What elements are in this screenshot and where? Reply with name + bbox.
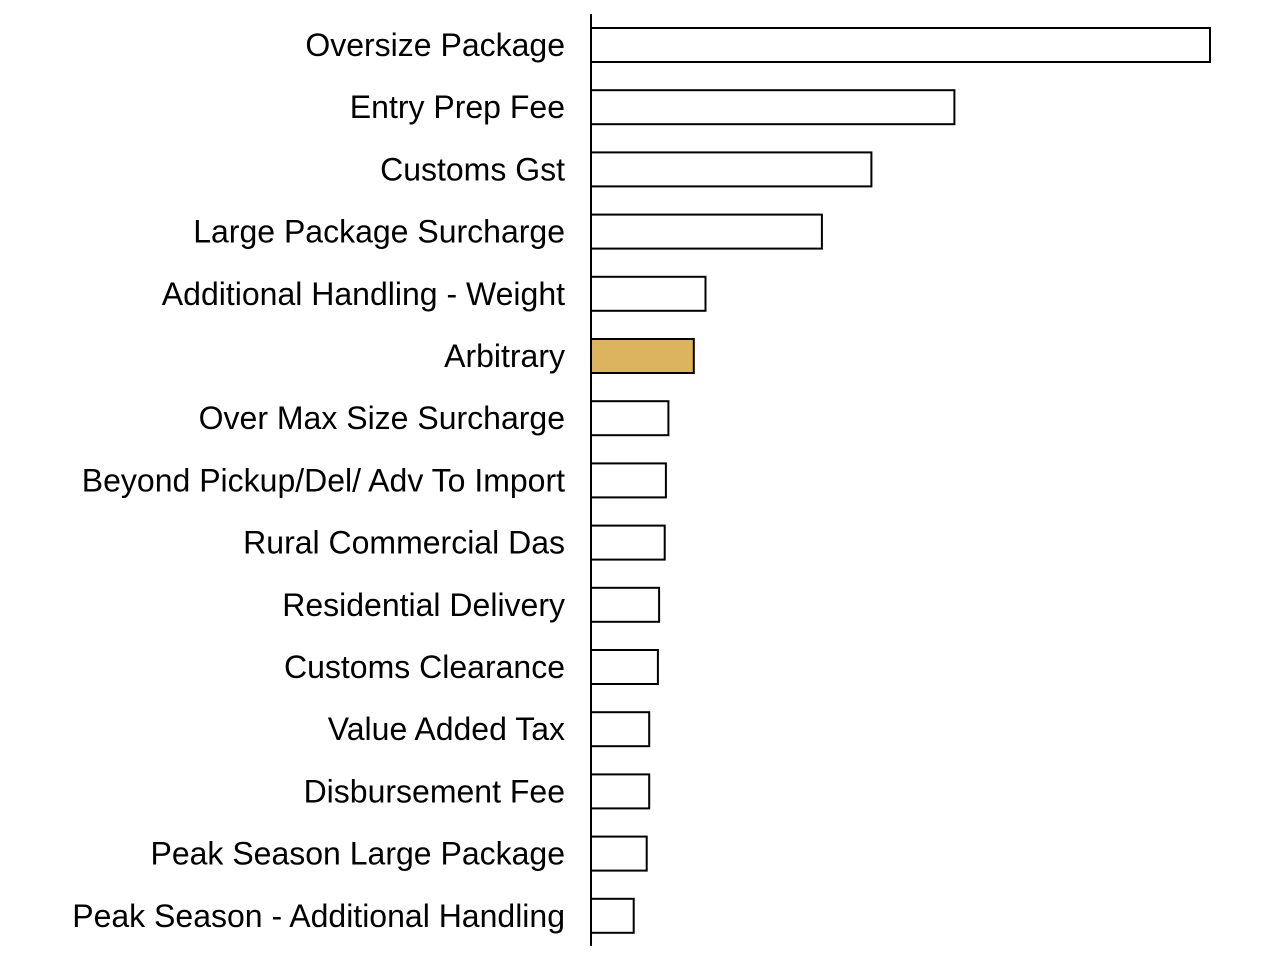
bar-customs-gst <box>590 151 873 188</box>
bar-disbursement-fee <box>590 773 651 810</box>
bar-beyond-pickup-del-adv-to-import <box>590 462 667 499</box>
bars-group <box>590 27 1211 934</box>
bar-peak-season-additional-handling <box>590 897 635 934</box>
category-label: Residential Delivery <box>282 587 565 623</box>
category-label: Large Package Surcharge <box>193 214 565 250</box>
category-labels-group: Oversize Package Entry Prep Fee Customs Gs… <box>72 27 565 934</box>
bar-customs-clearance <box>590 649 659 685</box>
category-label: Additional Handling - Weight <box>162 276 565 312</box>
bar-entry-prep-fee <box>590 89 956 126</box>
category-label: Disbursement Fee <box>304 773 565 809</box>
category-label: Customs Gst <box>380 151 565 187</box>
bar-large-package-surcharge <box>590 213 823 250</box>
bar-oversize-package <box>590 27 1211 63</box>
category-label: Oversize Package <box>305 27 565 63</box>
bar-over-max-size-surcharge <box>590 400 670 437</box>
category-label: Over Max Size Surcharge <box>199 400 565 436</box>
category-label: Arbitrary <box>444 338 565 374</box>
bar-value-added-tax <box>590 711 651 748</box>
category-label: Peak Season Large Package <box>150 836 565 872</box>
category-label: Peak Season - Additional Handling <box>72 898 565 934</box>
category-label: Beyond Pickup/Del/ Adv To Import <box>82 462 565 498</box>
bar-additional-handling-weight <box>590 275 707 312</box>
bar-peak-season-large-package <box>590 835 648 872</box>
bar-rural-commercial-das <box>590 524 666 561</box>
bar-residential-delivery <box>590 586 661 623</box>
bar-arbitrary <box>590 338 695 374</box>
category-label: Customs Clearance <box>284 649 565 685</box>
category-label: Rural Commercial Das <box>243 525 565 561</box>
category-label: Value Added Tax <box>328 711 565 747</box>
category-label: Entry Prep Fee <box>350 89 565 125</box>
